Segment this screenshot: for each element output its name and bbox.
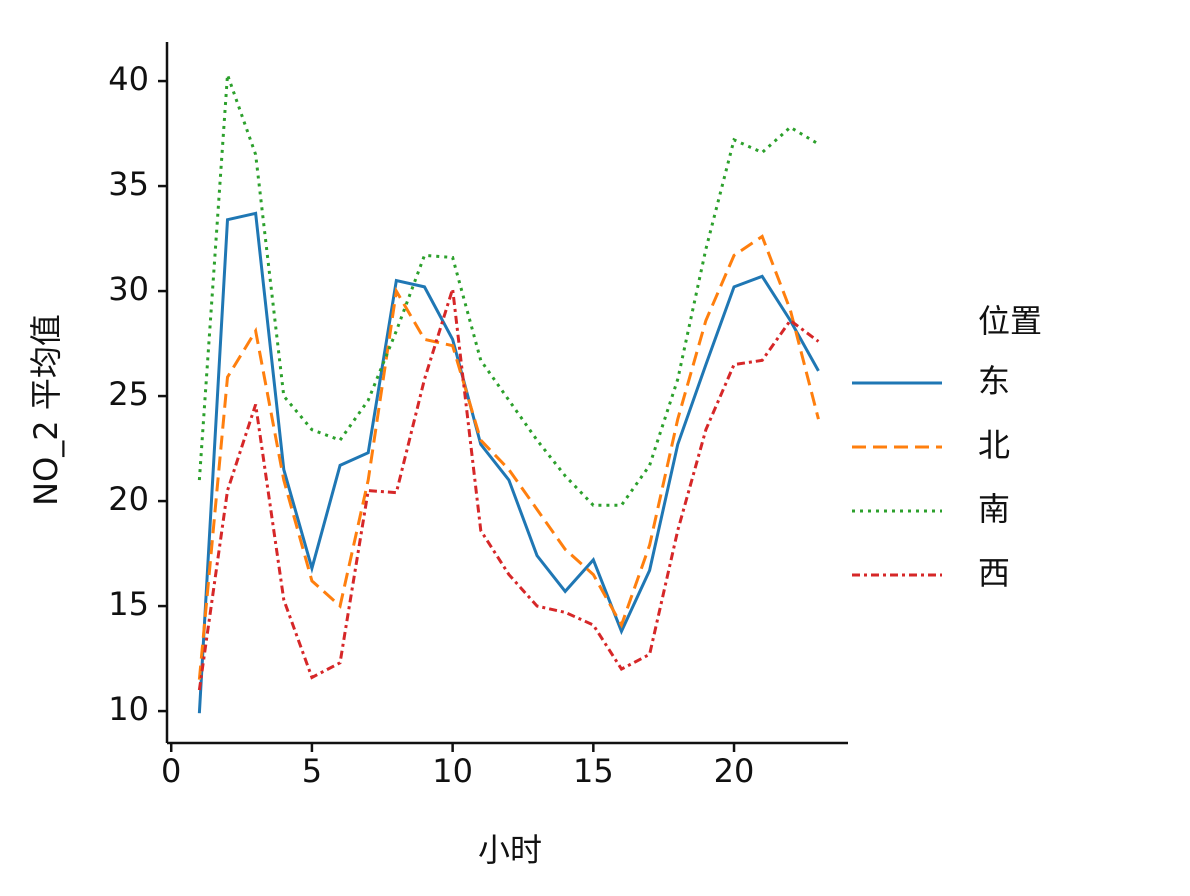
x-axis-label: 小时 <box>478 831 542 869</box>
y-tick-label: 40 <box>108 60 149 98</box>
y-tick-label: 20 <box>108 480 149 518</box>
series-line <box>197 74 820 507</box>
series-line <box>197 288 820 691</box>
legend-label: 东 <box>978 362 1010 400</box>
legend-label: 西 <box>978 554 1010 592</box>
y-tick-label: 35 <box>108 165 149 203</box>
series-line <box>197 211 820 714</box>
y-tick-label: 30 <box>108 270 149 308</box>
legend-label: 南 <box>978 490 1010 528</box>
x-tick-label: 5 <box>302 752 322 790</box>
legend-label: 北 <box>978 426 1010 464</box>
y-tick-label: 10 <box>108 690 149 728</box>
x-tick-label: 20 <box>714 752 755 790</box>
y-tick-label: 25 <box>108 375 149 413</box>
y-tick-label: 15 <box>108 585 149 623</box>
x-tick-label: 15 <box>573 752 614 790</box>
legend-title: 位置 <box>978 302 1042 340</box>
x-tick-label: 0 <box>161 752 181 790</box>
x-tick-label: 10 <box>432 752 473 790</box>
series-line <box>197 234 820 680</box>
y-axis-label: NO_2 平均值 <box>27 314 65 506</box>
